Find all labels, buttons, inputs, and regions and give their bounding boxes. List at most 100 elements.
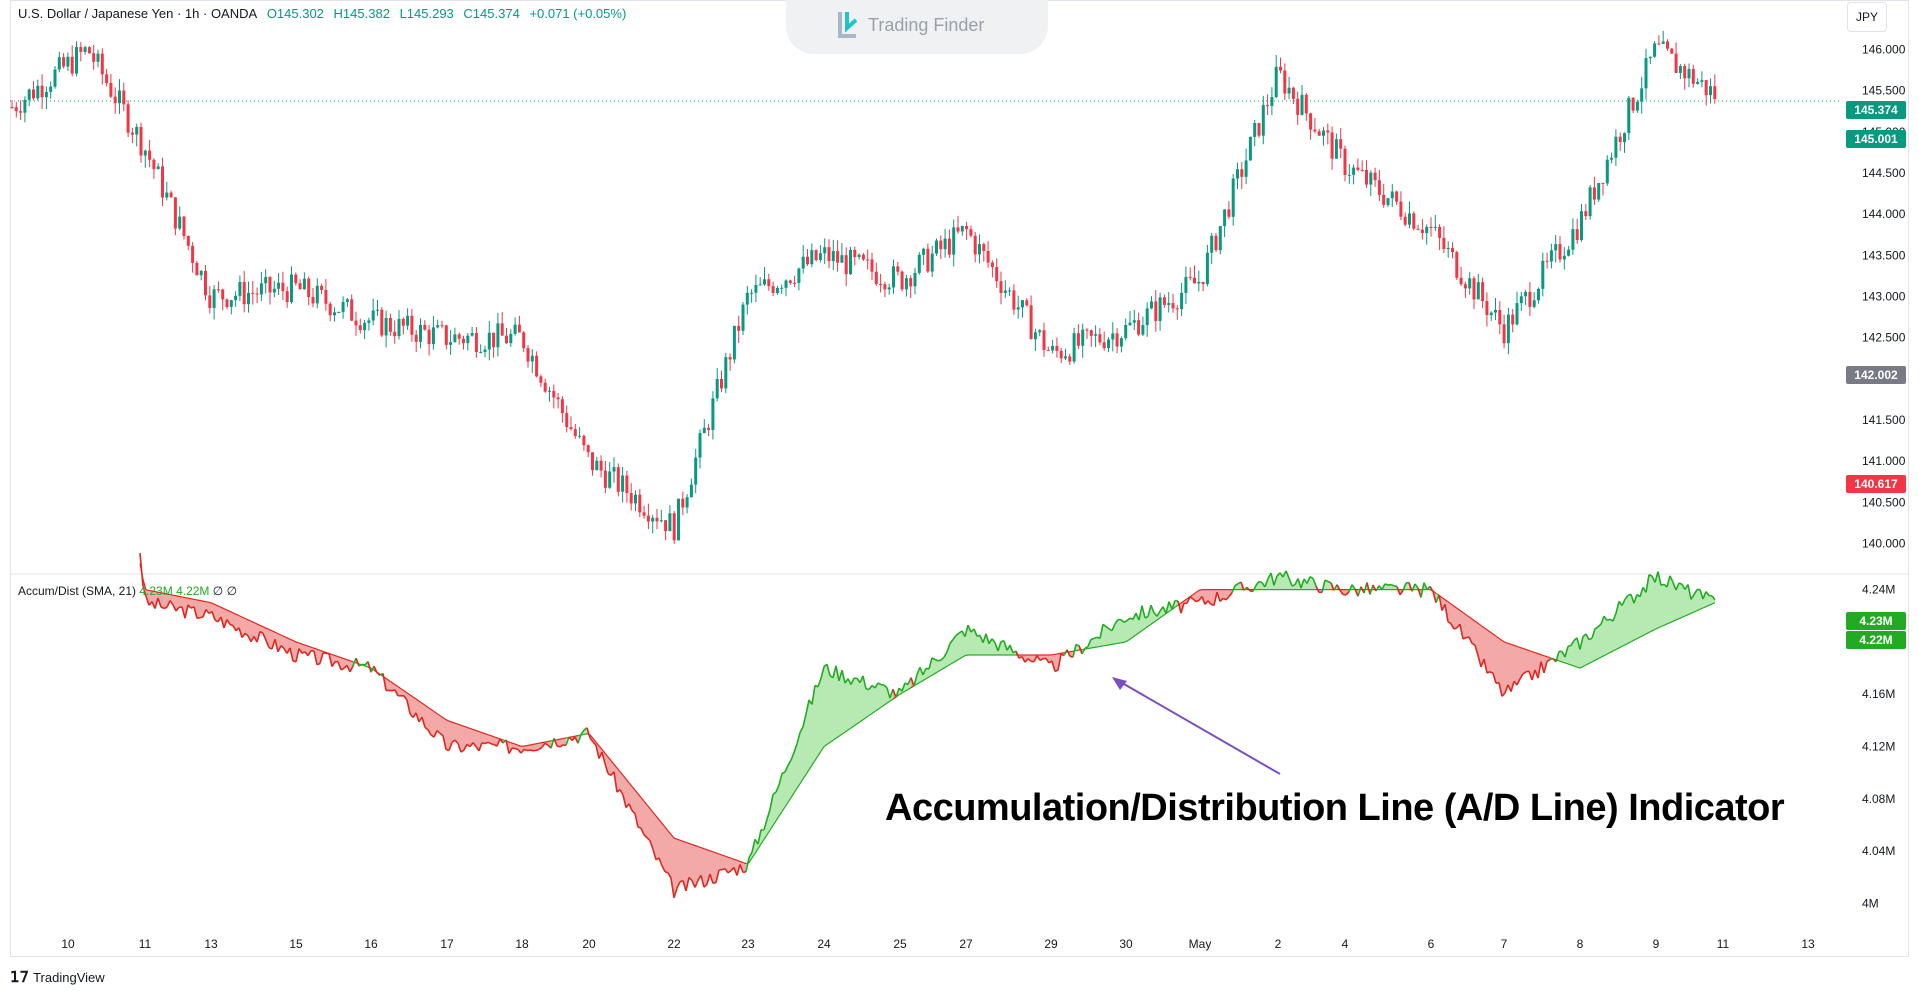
sma-line-segment	[280, 634, 285, 637]
sma-line-segment	[772, 820, 777, 826]
sma-line-segment	[1480, 624, 1485, 629]
ad-line-segment	[628, 803, 633, 811]
ad-fill-segment	[1109, 628, 1112, 645]
candle-body	[1502, 324, 1506, 344]
candle-body	[1021, 300, 1024, 308]
sma-line-segment	[286, 637, 291, 640]
sma-line-segment	[589, 734, 594, 739]
time-axis-label: 4	[1342, 937, 1349, 951]
candle-body	[1150, 301, 1153, 309]
candle-body	[750, 292, 754, 294]
tradingview-logo[interactable]: 𝟣𝟩 TradingView	[10, 968, 105, 986]
candle-body	[118, 90, 121, 104]
candle-body	[1631, 97, 1635, 111]
sma-line-segment	[688, 842, 693, 846]
ad-line-segment	[1462, 637, 1467, 640]
sma-line-segment	[607, 756, 612, 761]
candle-body	[904, 278, 908, 290]
sma-line-segment	[880, 704, 885, 708]
ad-line-segment	[259, 630, 264, 634]
ad-line-segment	[880, 683, 885, 686]
candle-body	[1266, 105, 1270, 107]
sma-line-segment	[271, 630, 276, 633]
sma-line-segment	[817, 750, 822, 757]
sma-line-segment	[1606, 652, 1611, 655]
ad-fill-segment	[230, 611, 233, 626]
sma-line-segment	[1114, 642, 1119, 645]
ad-line-segment	[946, 643, 951, 653]
candle-body	[1592, 187, 1596, 200]
sma-line-segment	[946, 663, 951, 667]
ad-line-segment	[1672, 582, 1677, 591]
ad-fill-segment	[962, 630, 965, 658]
sma-line-segment	[739, 860, 744, 864]
candle-body	[109, 83, 113, 97]
candle-body	[1059, 350, 1063, 359]
candle-body	[294, 274, 298, 284]
time-axis-label: 27	[959, 937, 973, 951]
candle-body	[1687, 69, 1691, 79]
indicator-name[interactable]: Accum/Dist (SMA, 21)	[18, 584, 137, 598]
sma-line-segment	[427, 706, 432, 710]
ad-line-segment	[619, 789, 624, 796]
symbol-title[interactable]: U.S. Dollar / Japanese Yen · 1h · OANDA	[18, 6, 258, 21]
sma-line-segment	[1189, 594, 1194, 598]
ad-line-segment	[394, 689, 399, 697]
sma-line-segment	[1477, 622, 1482, 626]
candle-body	[453, 334, 457, 343]
sma-line-segment	[1150, 621, 1155, 625]
candle-body	[986, 250, 990, 263]
ad-line-segment	[1366, 582, 1371, 595]
sma-line-segment	[751, 853, 756, 859]
ad-fill-segment	[470, 728, 473, 747]
ad-fill-segment	[200, 600, 203, 618]
ad-line-segment	[1027, 658, 1032, 662]
candle-body	[1042, 330, 1046, 351]
ad-line-segment	[346, 665, 351, 673]
sma-line-segment	[679, 839, 684, 842]
candle-body	[1438, 226, 1442, 238]
ad-fill-segment	[464, 726, 467, 751]
sma-line-segment	[454, 722, 459, 725]
candle-body	[380, 309, 384, 336]
ad-line-segment	[1579, 636, 1584, 650]
candle-body	[1489, 312, 1493, 316]
sma-line-segment	[244, 617, 249, 621]
sma-line-segment	[358, 663, 363, 666]
ad-line-segment	[733, 867, 738, 876]
ad-line-segment	[157, 597, 162, 608]
ad-fill-segment	[1637, 594, 1640, 639]
ad-line-segment	[1051, 660, 1056, 672]
candle-body	[36, 85, 40, 99]
ad-fill-segment	[1613, 613, 1616, 652]
ad-fill-segment	[1094, 637, 1097, 648]
ad-line-segment	[742, 870, 747, 874]
symbol-header[interactable]: U.S. Dollar / Japanese Yen · 1h · OANDA …	[18, 6, 632, 21]
ad-fill-segment	[1223, 589, 1226, 600]
ad-line-segment	[160, 606, 165, 610]
ad-line-segment	[277, 645, 282, 653]
candle-body	[122, 90, 126, 105]
candle-body	[517, 324, 521, 333]
ad-line-segment	[1357, 586, 1362, 597]
ad-line-segment	[1681, 583, 1686, 590]
ad-fill-segment	[173, 595, 176, 611]
sma-line-segment	[196, 599, 201, 602]
sma-line-segment	[1498, 637, 1503, 641]
candle-body	[479, 351, 483, 353]
candle-body	[1330, 132, 1334, 159]
candle-body	[720, 378, 723, 389]
currency-button[interactable]: JPY	[1847, 2, 1887, 32]
indicator-header[interactable]: Accum/Dist (SMA, 21) 4.23M 4.22M ∅ ∅	[18, 584, 237, 598]
ad-fill-segment	[1115, 619, 1118, 644]
sma-line-segment	[1471, 618, 1476, 622]
sma-line-segment	[1450, 603, 1455, 607]
ad-line-segment	[979, 635, 984, 644]
sma-line-segment	[778, 811, 783, 817]
sma-line-segment	[1495, 635, 1500, 639]
ad-fill-segment	[1640, 587, 1643, 638]
sma-line-segment	[433, 710, 438, 714]
time-axis-label: 13	[204, 937, 218, 951]
sma-line-segment	[889, 698, 894, 702]
